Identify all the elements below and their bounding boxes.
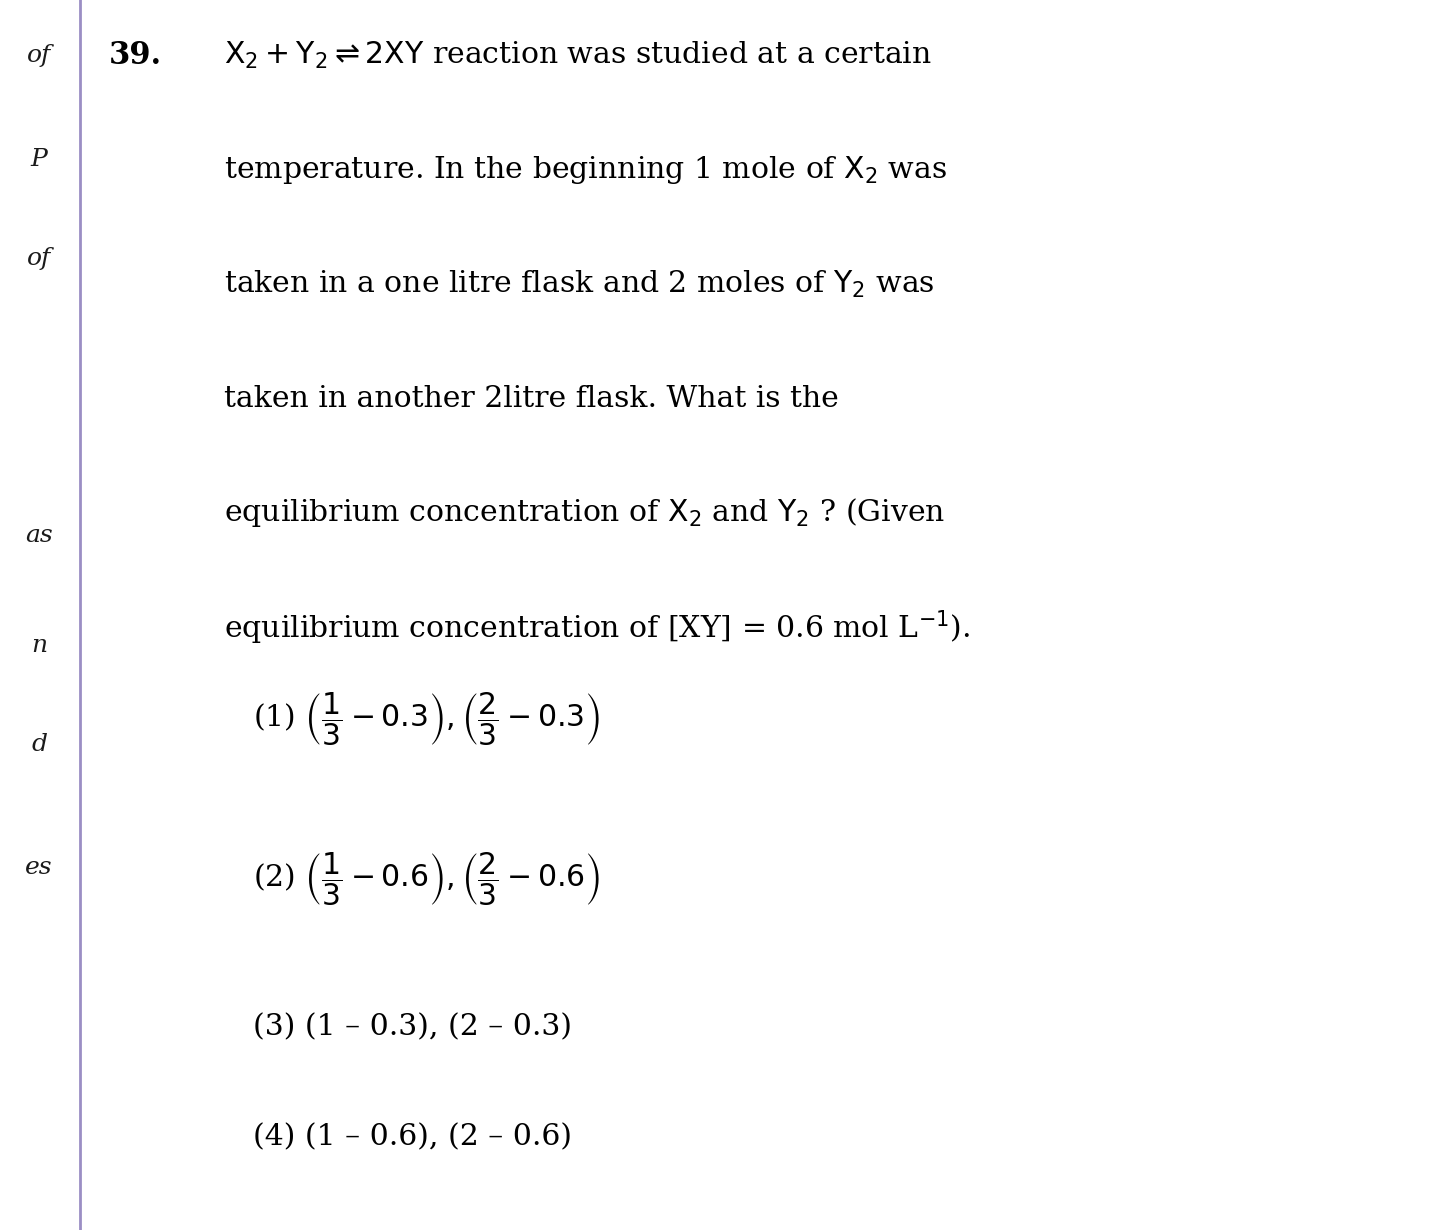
Text: (2) $\left(\dfrac{1}{3}-0.6\right),\left(\dfrac{2}{3}-0.6\right)$: (2) $\left(\dfrac{1}{3}-0.6\right),\left…	[253, 851, 601, 908]
Text: (1) $\left(\dfrac{1}{3}-0.3\right),\left(\dfrac{2}{3}-0.3\right)$: (1) $\left(\dfrac{1}{3}-0.3\right),\left…	[253, 691, 601, 748]
Text: of: of	[27, 44, 51, 66]
Text: P: P	[30, 149, 48, 171]
Text: taken in a one litre flask and 2 moles of $\mathrm{Y_2}$ was: taken in a one litre flask and 2 moles o…	[224, 268, 935, 300]
Text: d: d	[30, 733, 48, 755]
Text: taken in another 2litre flask. What is the: taken in another 2litre flask. What is t…	[224, 385, 839, 412]
Text: n: n	[30, 635, 48, 657]
Text: as: as	[25, 524, 54, 546]
Text: equilibrium concentration of [XY] = 0.6 mol L$^{-1}$).: equilibrium concentration of [XY] = 0.6 …	[224, 608, 971, 647]
Text: $\mathrm{X_2 + Y_2 \rightleftharpoons 2XY}$ reaction was studied at a certain: $\mathrm{X_2 + Y_2 \rightleftharpoons 2X…	[224, 39, 932, 71]
Text: 39.: 39.	[109, 39, 162, 71]
Text: equilibrium concentration of $\mathrm{X_2}$ and $\mathrm{Y_2}$ ? (Given: equilibrium concentration of $\mathrm{X_…	[224, 497, 945, 529]
Text: temperature. In the beginning 1 mole of $\mathrm{X_2}$ was: temperature. In the beginning 1 mole of …	[224, 154, 948, 186]
Text: (3) (1 – 0.3), (2 – 0.3): (3) (1 – 0.3), (2 – 0.3)	[253, 1014, 572, 1041]
Text: es: es	[25, 856, 54, 878]
Text: (4) (1 – 0.6), (2 – 0.6): (4) (1 – 0.6), (2 – 0.6)	[253, 1124, 572, 1151]
Text: of: of	[27, 247, 51, 269]
